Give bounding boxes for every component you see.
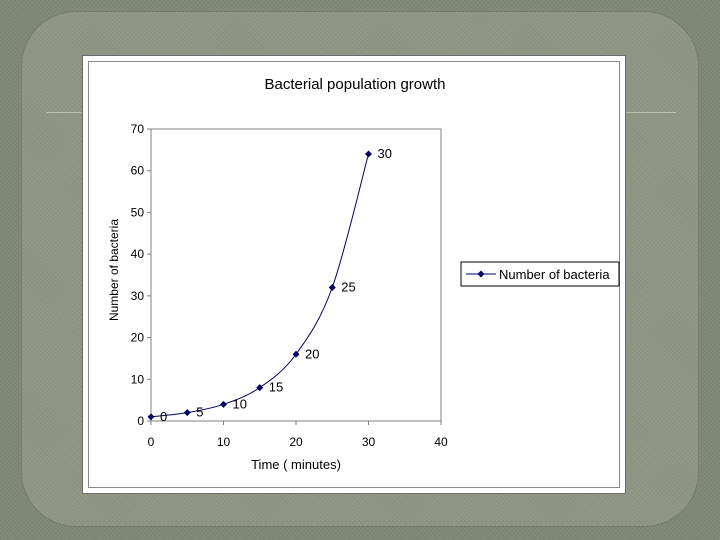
y-tick-label: 40 xyxy=(131,247,145,261)
data-point-marker xyxy=(147,413,155,421)
data-point-label: 0 xyxy=(160,409,167,424)
plot-area xyxy=(150,128,442,422)
y-tick-label: 60 xyxy=(131,164,145,178)
y-tick-label: 70 xyxy=(131,122,145,136)
data-point-label: 5 xyxy=(196,405,203,420)
x-tick-label: 30 xyxy=(362,435,376,449)
x-tick-label: 0 xyxy=(148,435,155,449)
data-point-label: 15 xyxy=(269,380,283,395)
data-point-label: 10 xyxy=(233,396,247,411)
y-tick-label: 30 xyxy=(131,289,145,303)
slide-rule-right xyxy=(626,112,676,113)
data-point-marker xyxy=(220,400,227,408)
x-axis-label: Time ( minutes) xyxy=(251,457,341,472)
x-tick-label: 20 xyxy=(289,435,303,449)
x-tick-label: 10 xyxy=(217,435,231,449)
data-point-label: 25 xyxy=(341,280,355,295)
legend-entry-number-of-bacteria: Number of bacteria xyxy=(499,267,610,282)
chart-title: Bacterial population growth xyxy=(265,76,446,93)
data-point-marker xyxy=(256,384,264,392)
data-point-label: 20 xyxy=(305,346,319,361)
legend-marker-diamond xyxy=(477,270,485,278)
y-tick-label: 20 xyxy=(131,331,145,345)
y-tick-label: 10 xyxy=(131,372,145,386)
data-point-label: 30 xyxy=(378,146,392,161)
y-axis-label: Number of bacteria xyxy=(107,219,121,321)
series-line-number-of-bacteria xyxy=(150,153,369,418)
y-tick-label: 50 xyxy=(131,205,145,219)
y-tick-label: 0 xyxy=(137,414,144,428)
slide-rule-left xyxy=(46,112,86,113)
data-point-marker xyxy=(328,284,336,292)
data-point-marker xyxy=(292,350,300,358)
data-point-marker xyxy=(183,409,191,417)
x-tick-label: 40 xyxy=(434,435,448,449)
data-point-marker xyxy=(365,150,372,158)
